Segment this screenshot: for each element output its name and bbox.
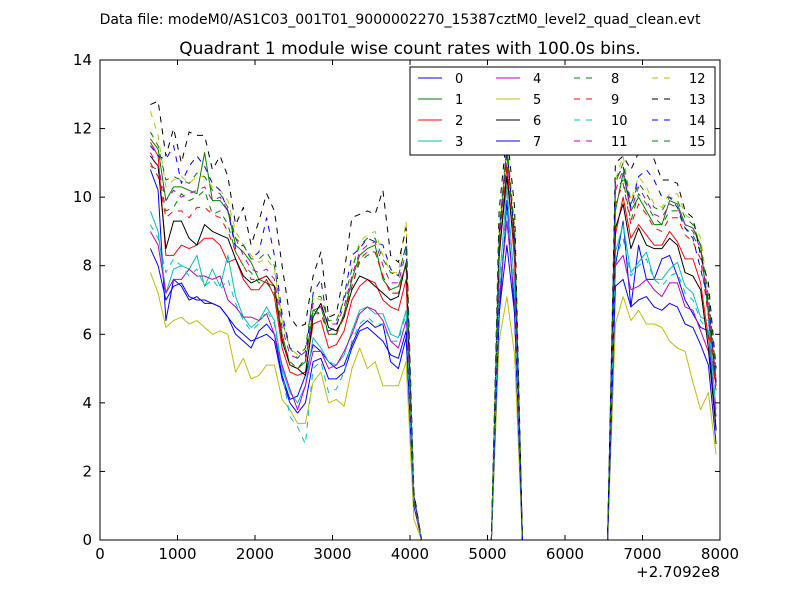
chart-title: Quadrant 1 module wise count rates with … (179, 39, 640, 59)
series-line-15 (149, 131, 717, 540)
series-line-9 (149, 162, 717, 540)
series-line-7 (149, 244, 717, 540)
legend-label-13: 13 (689, 93, 706, 108)
y-tick-label: 4 (82, 394, 92, 412)
series-line-13 (150, 100, 717, 540)
legend-label-8: 8 (611, 72, 619, 87)
legend-label-15: 15 (689, 135, 706, 150)
series-line-5 (149, 272, 717, 540)
legend-label-3: 3 (455, 135, 463, 150)
series-line-1 (150, 138, 717, 540)
y-tick-label: 0 (82, 531, 92, 549)
y-tick-label: 10 (73, 188, 92, 206)
series-line-8 (150, 155, 717, 540)
x-tick-label: 6000 (546, 545, 584, 563)
y-tick-label: 2 (82, 462, 92, 480)
legend-label-5: 5 (533, 93, 541, 108)
legend-label-0: 0 (455, 72, 463, 87)
x-tick-label: 1000 (158, 545, 196, 563)
x-tick-label: 0 (95, 545, 105, 563)
legend-label-9: 9 (611, 93, 619, 108)
series-layer (149, 100, 717, 540)
y-tick-label: 6 (82, 325, 92, 343)
x-axis-offset-label: +2.7092e8 (636, 563, 720, 581)
x-tick-label: 3000 (313, 545, 351, 563)
y-tick-label: 14 (73, 51, 92, 69)
x-tick-label: 5000 (468, 545, 506, 563)
legend-label-11: 11 (611, 135, 628, 150)
x-tick-label: 7000 (623, 545, 661, 563)
data-file-suptitle: Data file: modeM0/AS1C03_001T01_90000022… (100, 12, 701, 28)
legend-label-12: 12 (689, 72, 706, 87)
legend-label-14: 14 (689, 114, 706, 129)
series-line-2 (149, 142, 717, 540)
x-tick-label: 8000 (701, 545, 739, 563)
legend-label-1: 1 (455, 93, 463, 108)
legend-label-7: 7 (533, 135, 541, 150)
legend-label-6: 6 (533, 114, 541, 129)
axis-ticks: 0 1000 2000 3000 4000 5000 6000 7000 80000246810… (73, 51, 739, 563)
y-tick-label: 12 (73, 120, 92, 138)
series-line-6 (149, 155, 717, 540)
legend-label-4: 4 (533, 72, 541, 87)
x-tick-label: 4000 (391, 545, 429, 563)
legend-label-10: 10 (611, 114, 628, 129)
legend-label-2: 2 (455, 114, 463, 129)
legend-frame (409, 66, 716, 156)
series-line-4 (149, 220, 717, 540)
x-tick-label: 2000 (236, 545, 274, 563)
series-line-3 (149, 186, 717, 540)
y-tick-label: 8 (82, 257, 92, 275)
